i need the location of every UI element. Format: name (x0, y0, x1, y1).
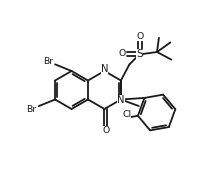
Text: O: O (136, 32, 144, 41)
Text: O: O (118, 49, 126, 58)
Text: O: O (102, 126, 109, 135)
Text: S: S (137, 49, 143, 59)
Text: Br: Br (43, 57, 53, 66)
Text: Br: Br (27, 105, 37, 114)
Text: N: N (117, 95, 125, 104)
Text: Cl: Cl (122, 110, 131, 119)
Text: N: N (101, 64, 108, 74)
